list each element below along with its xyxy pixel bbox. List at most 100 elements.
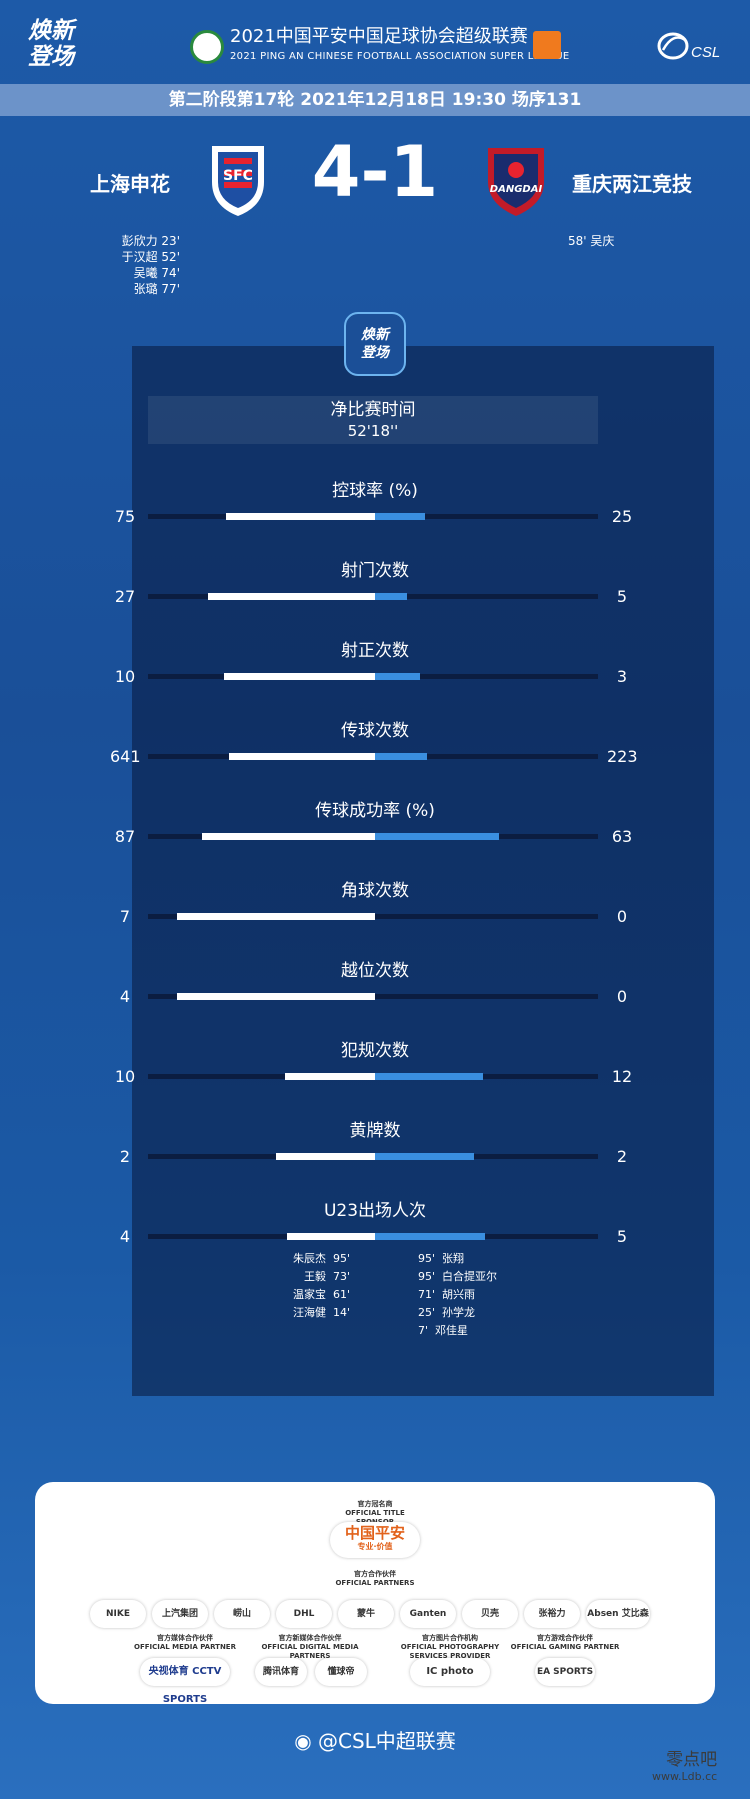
net-time-value: 52'18'' [347, 422, 399, 440]
scorer-row: 张璐 77' [60, 281, 180, 297]
brand-line-1: 焕新 [28, 18, 74, 44]
stat-bar-away [375, 833, 499, 840]
scorer-row: 吴曦 74' [60, 265, 180, 281]
media-partner-logo: 央视体育 CCTV SPORTS [140, 1658, 230, 1705]
stat-home-value: 27 [114, 587, 136, 606]
u23-minute: 95' [418, 1270, 436, 1283]
u23-minute: 73' [332, 1270, 350, 1283]
cfa-emblem-icon [190, 30, 224, 64]
stat-bar-away [375, 753, 427, 760]
stat-bar-home [276, 1153, 375, 1160]
caption-en: OFFICIAL PARTNERS [335, 1579, 415, 1587]
u23-row: 71' 胡兴雨 [418, 1286, 528, 1304]
title-sponsor-tag: 专业·价值 [357, 1542, 393, 1551]
partners-caption: 官方合作伙伴 OFFICIAL PARTNERS [325, 1570, 425, 1588]
scorer-row: 于汉超 52' [60, 249, 180, 265]
scorer-minute: 74' [161, 266, 180, 280]
stat-away-value: 12 [611, 1067, 633, 1086]
caption-cn: 官方合作伙伴 [354, 1570, 396, 1578]
caption-en: OFFICIAL PHOTOGRAPHY SERVICES PROVIDER [400, 1643, 500, 1660]
away-crest-text: DANGDAI [490, 184, 543, 195]
u23-row: 95' 白合提亚尔 [418, 1268, 528, 1286]
away-team-name: 重庆两江竞技 [572, 172, 692, 196]
league-subtitle: 2021 PING AN CHINESE FOOTBALL ASSOCIATIO… [230, 51, 570, 62]
home-team-name: 上海申花 [90, 172, 170, 196]
net-playing-time: 净比赛时间 52'18'' [148, 396, 598, 444]
panel-badge: 焕新 登场 [344, 312, 406, 376]
stat-bar-away [375, 1073, 483, 1080]
digital-partner-logo: 腾讯体育 [255, 1658, 307, 1686]
stat-bar-home [224, 673, 375, 680]
stats-panel [132, 346, 714, 1396]
net-time-label: 净比赛时间 [330, 400, 416, 420]
stat-bar-away [375, 673, 420, 680]
weibo-handle: ◉ @CSL中超联赛 [0, 1728, 750, 1754]
u23-minute: 95' [418, 1252, 436, 1265]
u23-player-name: 胡兴雨 [442, 1288, 476, 1301]
u23-home-list: 朱辰杰 95' 王毅 73' 温家宝 61' 汪海健 14' [270, 1250, 350, 1322]
caption-en: OFFICIAL MEDIA PARTNER [134, 1643, 236, 1651]
stat-home-value: 10 [114, 1067, 136, 1086]
stat-bar-home [285, 1073, 375, 1080]
u23-player-name: 邓佳星 [435, 1324, 469, 1337]
home-team-crest-icon: SFC [212, 146, 264, 216]
caption-en: OFFICIAL GAMING PARTNER [510, 1643, 620, 1651]
stat-bar-home [177, 993, 375, 1000]
stat-away-value: 223 [607, 747, 638, 766]
u23-row: 7' 邓佳星 [418, 1322, 528, 1340]
scorer-name: 彭欣力 [121, 234, 158, 248]
caption-cn: 官方冠名商 [357, 1500, 393, 1508]
photo-caption: 官方图片合作机构 OFFICIAL PHOTOGRAPHY SERVICES P… [385, 1634, 515, 1661]
stat-label: 控球率 (%) [332, 481, 418, 501]
scorer-row: 58' 吴庆 [568, 233, 688, 249]
u23-row: 温家宝 61' [270, 1286, 350, 1304]
partner-logo: 张裕力 [524, 1600, 580, 1628]
caption-cn: 官方新媒体合作伙伴 [278, 1634, 342, 1642]
stat-label: 射正次数 [341, 641, 409, 661]
stat-away-value: 25 [611, 507, 633, 526]
stat-label: 传球次数 [341, 721, 409, 741]
u23-player-name: 孙学龙 [442, 1306, 476, 1319]
scorer-name: 吴庆 [590, 234, 615, 248]
panel-badge-line-1: 焕新 [361, 327, 389, 343]
csl-logo-text: CSL [691, 44, 720, 61]
u23-minute: 25' [418, 1306, 436, 1319]
stat-bar-home [226, 513, 375, 520]
u23-row: 王毅 73' [270, 1268, 350, 1286]
stat-home-value: 7 [119, 907, 131, 926]
u23-row: 朱辰杰 95' [270, 1250, 350, 1268]
u23-away-list: 95' 张翔 95' 白合提亚尔 71' 胡兴雨 25' 孙学龙 7' 邓佳星 [418, 1250, 528, 1340]
stat-bar-away [375, 593, 407, 600]
watermark-line-1: 零点吧 [666, 1750, 718, 1770]
stat-label: 犯规次数 [341, 1041, 409, 1061]
scorer-name: 张璐 [133, 282, 158, 296]
caption-en: OFFICIAL DIGITAL MEDIA PARTNERS [261, 1643, 359, 1660]
partner-logo: 蒙牛 [338, 1600, 394, 1628]
stat-bar-away [375, 1233, 485, 1240]
stat-label: U23出场人次 [323, 1201, 427, 1221]
stat-away-value: 63 [611, 827, 633, 846]
caption-cn: 官方图片合作机构 [422, 1634, 478, 1642]
stat-home-value: 641 [110, 747, 141, 766]
u23-player-name: 朱辰杰 [292, 1252, 326, 1265]
u23-minute: 71' [418, 1288, 436, 1301]
stat-away-value: 5 [616, 1227, 628, 1246]
u23-player-name: 温家宝 [292, 1288, 326, 1301]
u23-minute: 14' [332, 1306, 350, 1319]
stat-away-value: 0 [616, 907, 628, 926]
title-sponsor-logo: 中国平安 专业·价值 [330, 1522, 420, 1558]
stat-label: 角球次数 [341, 881, 409, 901]
stat-label: 越位次数 [341, 961, 409, 981]
digital-partner-logo: 懂球帝 [315, 1658, 367, 1686]
stat-bar-home [177, 913, 375, 920]
stat-home-value: 4 [119, 1227, 131, 1246]
stat-away-value: 0 [616, 987, 628, 1006]
u23-player-name: 汪海健 [292, 1306, 326, 1319]
stat-label: 射门次数 [341, 561, 409, 581]
stat-label: 黄牌数 [349, 1121, 401, 1141]
stat-home-value: 10 [114, 667, 136, 686]
round-info-bar: 第二阶段第17轮 2021年12月18日 19:30 场序131 [0, 84, 750, 116]
gaming-caption: 官方游戏合作伙伴 OFFICIAL GAMING PARTNER [510, 1634, 620, 1652]
watermark-line-2: www.Ldb.cc [652, 1770, 718, 1783]
stat-away-value: 3 [616, 667, 628, 686]
